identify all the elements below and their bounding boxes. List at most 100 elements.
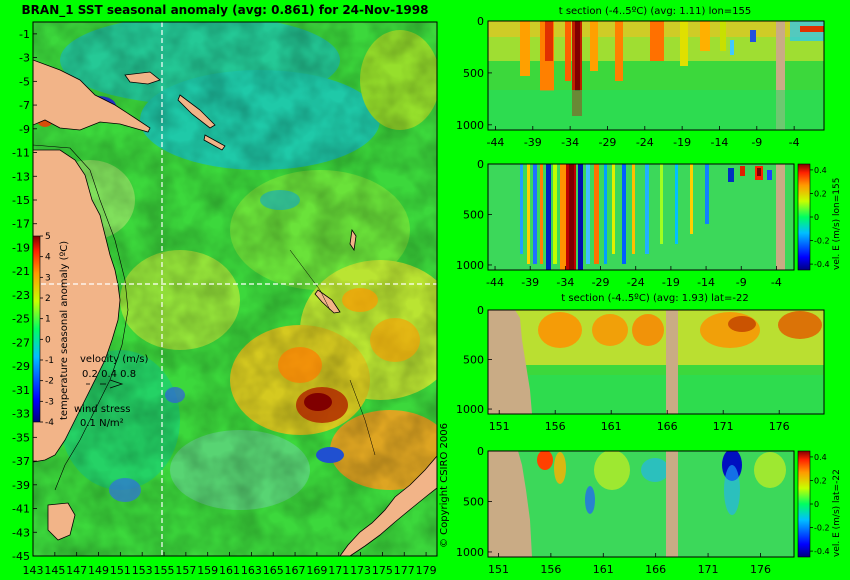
section2-frame (487, 163, 795, 271)
map-lon-tick-label: 159 (197, 564, 218, 577)
section-y-tick-label: 0 (477, 445, 484, 458)
map-colorbar-ticks: 5 4 3 2 1 0 -1 -2 -3 -4 (40, 232, 54, 428)
map-lat-tick-label: -35 (12, 431, 30, 444)
section-x-tick-label: -4 (789, 136, 800, 149)
section4-colorbar-ticks: 0.4 0.2 0 -0.2 -0.4 (810, 453, 830, 556)
section1-frame (487, 20, 825, 131)
section3-title: t section (-4..5ºC) (avg: 1.93) lat=-22 (561, 293, 748, 304)
section-colorbar-tick-label: 0 (814, 500, 819, 509)
section-x-tick-label: -4 (771, 276, 782, 289)
map-colorbar-tick-label: -4 (45, 418, 54, 428)
velocity-legend-arrows (86, 379, 124, 389)
map-lon-tick-label: 173 (350, 564, 371, 577)
section-colorbar-tick-label: 0.4 (814, 453, 827, 462)
section-x-tick-label: -24 (636, 136, 654, 149)
section-y-tick-label: 1000 (456, 403, 484, 416)
section1-land-column (776, 21, 785, 130)
map-title: BRAN_1 SST seasonal anomaly (avg: 0.861)… (22, 3, 429, 18)
section-y-tick-label: 500 (463, 208, 484, 221)
map-lat-tick-label: -31 (12, 384, 30, 397)
section2-colorbar-label: vel. E (m/s) lon=155 (832, 178, 842, 270)
section-x-tick-label: -44 (486, 136, 504, 149)
map-lat-tick-label: -25 (12, 313, 30, 326)
section-x-tick-label: -34 (561, 136, 579, 149)
section-x-tick-label: 151 (488, 563, 509, 576)
section-colorbar-tick-label: 0.4 (814, 166, 827, 175)
map-hotspots (35, 96, 420, 502)
map-lon-tick-label: 163 (241, 564, 262, 577)
map-colorbar: 5 4 3 2 1 0 -1 -2 -3 -4 temperature seasonal anom… (32, 232, 70, 428)
map-colorbar-tick-label: 1 (45, 315, 51, 325)
section-x-tick-label: 176 (769, 420, 790, 433)
map-colorbar-gradient (32, 235, 41, 423)
map-lat-tick-label: -11 (12, 147, 30, 160)
velocity-legend-label: velocity (m/s) (80, 354, 148, 365)
map-velocity-legend: velocity (m/s) 0.2 0.4 0.8 wind stress 0… (74, 354, 148, 429)
section-y-tick-label: 500 (463, 67, 484, 80)
section-colorbar-tick-label: -0.4 (814, 260, 830, 269)
section2-velocity-stripes (520, 164, 772, 270)
section2-land-column (776, 164, 785, 270)
map-lon-tick-label: 149 (88, 564, 109, 577)
section4-frame (487, 450, 795, 558)
map-lon-tick-label: 177 (394, 564, 415, 577)
section4-land-column (666, 451, 678, 557)
map-colorbar-tick-label: 0 (45, 335, 51, 345)
section-colorbar-tick-label: 0.2 (814, 189, 827, 198)
map-lon-tick-label: 165 (263, 564, 284, 577)
section-y-tick-label: 500 (463, 495, 484, 508)
section-x-tick-label: -19 (662, 276, 680, 289)
section-y-tick-label: 0 (477, 158, 484, 171)
map-lat-tick-label: -1 (19, 28, 30, 41)
section4-land-left (488, 451, 532, 557)
map-panel (33, 22, 437, 556)
section-colorbar-tick-label: -0.2 (814, 524, 830, 533)
map-lat-tick-label: -13 (12, 170, 30, 183)
map-colorbar-tick-label: 5 (45, 232, 51, 242)
map-lon-tick-label: 179 (416, 564, 437, 577)
section2-x-ticks: -44 -39 -34 -29 -24 -19 -14 -9 -4 (486, 266, 782, 289)
section-colorbar-tick-label: 0.2 (814, 476, 827, 485)
section-y-tick-label: 0 (477, 15, 484, 28)
section-x-tick-label: -14 (710, 136, 728, 149)
map-lat-tick-label: -7 (19, 99, 30, 112)
section4-colorbar-label: vel. E (m/s) lat=-22 (832, 469, 842, 557)
land-solomon-islands (177, 94, 226, 151)
section2-colorbar: 0.4 0.2 0 -0.2 -0.4 vel. E (m/s) lon=155 (797, 163, 842, 271)
map-lon-tick-label: 147 (66, 564, 87, 577)
map-land (33, 59, 437, 556)
section-x-tick-label: 166 (657, 420, 678, 433)
section-x-tick-label: -19 (673, 136, 691, 149)
section-x-tick-label: -29 (592, 276, 610, 289)
section2-colorbar-gradient (797, 163, 811, 271)
map-lon-tick-label: 157 (175, 564, 196, 577)
section3-field (488, 310, 824, 414)
map-lat-tick-label: -21 (12, 265, 30, 278)
map-lon-tick-label: 167 (285, 564, 306, 577)
section-x-tick-label: -39 (524, 136, 542, 149)
map-lat-tick-label: -15 (12, 194, 30, 207)
map-lon-tick-label: 145 (44, 564, 65, 577)
section2-field (488, 164, 794, 270)
map-colorbar-tick-label: 4 (45, 253, 51, 263)
section1-title: t section (-4..5ºC) (avg: 1.11) lon=155 (559, 6, 752, 17)
section-x-tick-label: 161 (593, 563, 614, 576)
map-lon-tick-label: 171 (328, 564, 349, 577)
map-lon-tick-label: 161 (219, 564, 240, 577)
section-x-tick-label: 171 (698, 563, 719, 576)
map-lat-tick-label: -41 (12, 503, 30, 516)
section4-colorbar-gradient (797, 450, 811, 558)
section-x-tick-label: -39 (521, 276, 539, 289)
section-x-tick-label: 171 (713, 420, 734, 433)
land-new-guinea (33, 59, 151, 133)
section-y-tick-label: 1000 (456, 119, 484, 132)
section-y-tick-label: 500 (463, 354, 484, 367)
map-colorbar-tick-label: -3 (45, 397, 54, 407)
section-x-tick-label: 176 (750, 563, 771, 576)
section-y-tick-label: 1000 (456, 259, 484, 272)
map-lat-tick-label: -29 (12, 360, 30, 373)
map-lat-tick-label: -23 (12, 289, 30, 302)
section-x-tick-label: 156 (540, 563, 561, 576)
map-longitude-ticks: 143 145 147 149 151 153 155 157 159 161 163 165 167 1… (23, 552, 437, 577)
